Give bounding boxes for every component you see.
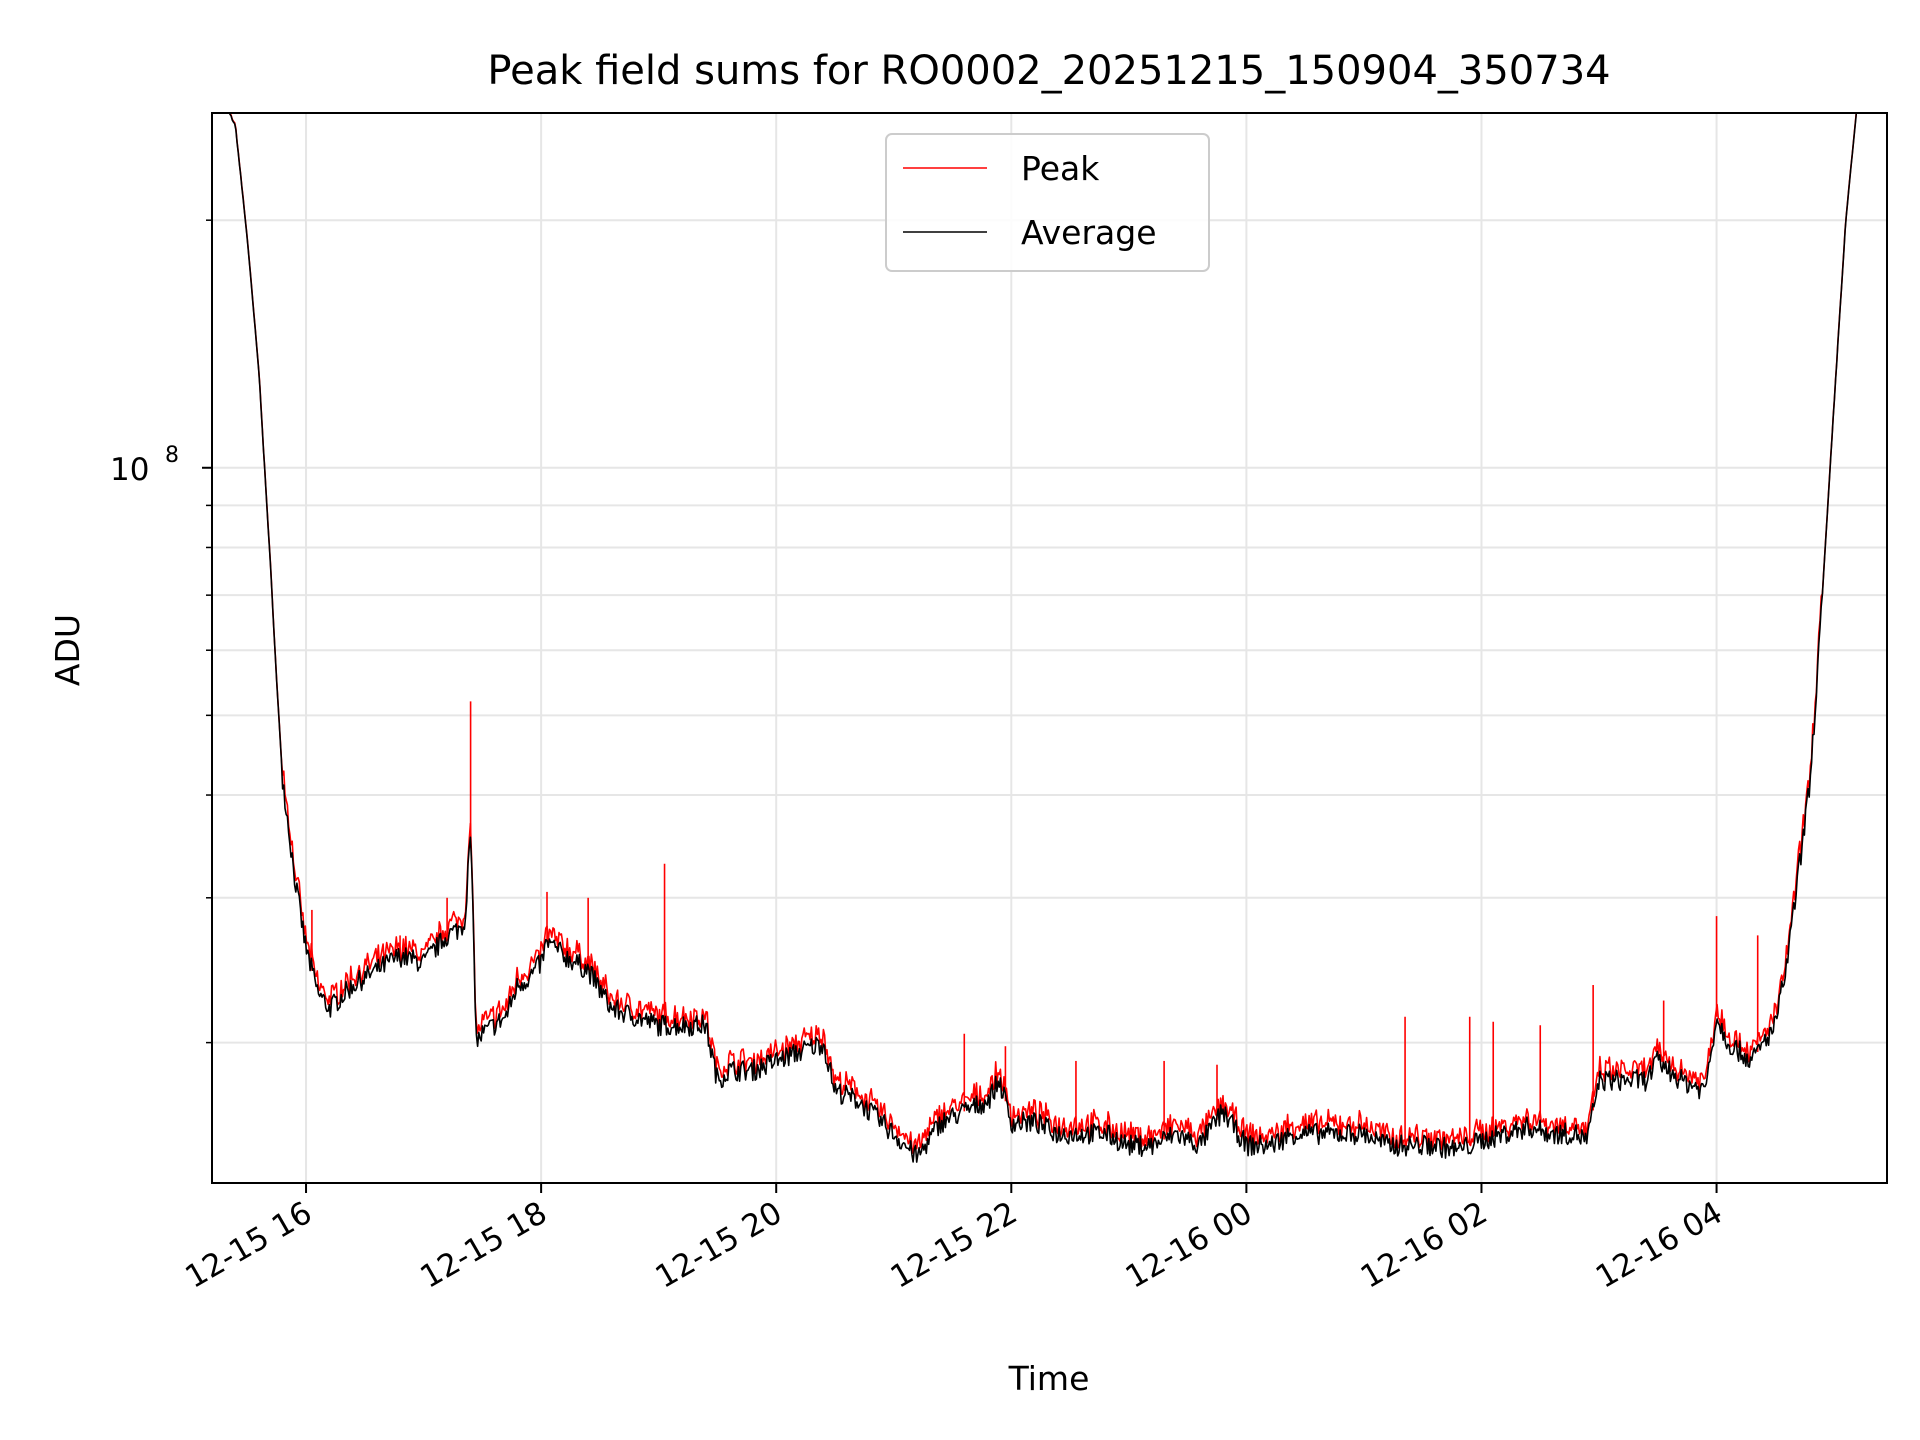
series-line-peak	[228, 113, 1858, 1154]
chart-title: Peak field sums for RO0002_20251215_1509…	[487, 48, 1610, 94]
x-axis-label: Time	[1008, 1359, 1090, 1398]
legend-label-peak: Peak	[1021, 149, 1100, 188]
y-tick-label-exponent: 8	[165, 443, 179, 468]
y-tick-label-base: 10	[110, 452, 149, 488]
series-line-average	[228, 113, 1858, 1163]
y-axis: 10 8	[110, 219, 212, 1044]
plot-area-frame	[211, 112, 1888, 1184]
grid	[212, 113, 1887, 1183]
y-axis-label: ADU	[48, 614, 87, 686]
peak-spikes	[311, 701, 1759, 1146]
legend-label-average: Average	[1021, 213, 1157, 252]
legend: Peak Average	[885, 133, 1210, 272]
